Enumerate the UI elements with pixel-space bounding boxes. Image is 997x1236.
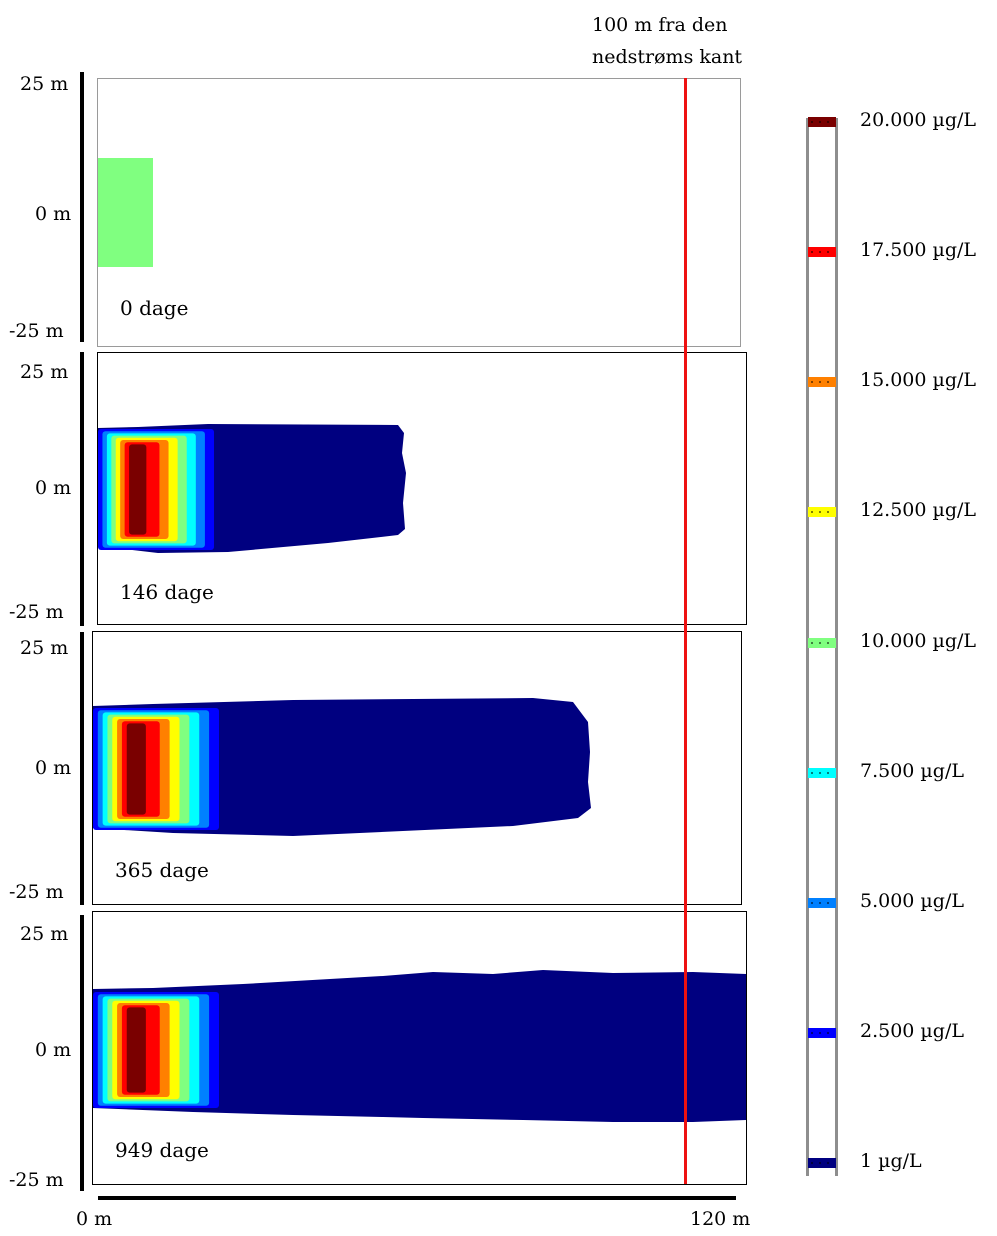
legend-label: 5.000 µg/L — [860, 889, 964, 912]
y-label-bot: -25 m — [9, 881, 64, 903]
y-label-bot: -25 m — [9, 1169, 64, 1191]
day-label: 146 dage — [120, 580, 214, 604]
legend-label: 12.500 µg/L — [860, 499, 977, 522]
panel-146-canvas — [98, 424, 406, 553]
concentration-band — [129, 444, 147, 535]
legend-label: 20.000 µg/L — [860, 109, 977, 131]
panel-0-days: 0 dage — [97, 78, 741, 347]
legend-swatch — [808, 1158, 836, 1168]
source-zone — [98, 158, 153, 267]
legend-label: 7.500 µg/L — [860, 759, 964, 782]
legend-swatch — [808, 247, 836, 258]
y-label-top: 25 m — [20, 637, 69, 659]
panel-0-canvas — [98, 158, 153, 267]
y-axis-bar — [80, 632, 84, 905]
legend-swatch — [808, 897, 836, 908]
legend-swatch — [808, 377, 836, 388]
y-label-mid: 0 m — [35, 477, 72, 499]
y-label-bot: -25 m — [9, 601, 64, 623]
panel-949-days: 949 dage — [92, 911, 747, 1185]
day-label: 0 dage — [120, 296, 189, 320]
day-label: 365 dage — [115, 858, 209, 882]
marker-label-line1: 100 m fra den — [592, 14, 728, 36]
legend-swatch — [808, 637, 836, 648]
y-label-mid: 0 m — [35, 757, 72, 779]
concentration-band — [126, 1007, 146, 1093]
legend-color-bar — [806, 118, 838, 1176]
legend-swatch — [808, 767, 836, 778]
legend-swatch — [808, 507, 836, 518]
y-label-top: 25 m — [20, 361, 69, 383]
legend-label: 2.500 µg/L — [860, 1019, 964, 1042]
plume-1ug — [93, 970, 746, 1122]
y-label-mid: 0 m — [35, 1039, 72, 1061]
y-label-mid: 0 m — [35, 203, 72, 225]
legend-swatch — [808, 117, 836, 127]
marker-line-100m — [684, 78, 687, 1184]
panel-365-canvas — [93, 698, 591, 836]
plume-bands — [93, 992, 219, 1108]
legend-label: 1 µg/L — [860, 1150, 922, 1172]
panel-146-days: 146 dage — [97, 352, 747, 625]
y-axis-bar — [80, 352, 84, 626]
y-label-top: 25 m — [20, 73, 69, 95]
y-label-bot: -25 m — [9, 320, 64, 342]
x-axis-bar — [98, 1196, 736, 1200]
y-label-top: 25 m — [20, 923, 69, 945]
x-label-left: 0 m — [76, 1208, 113, 1230]
marker-label-line2: nedstrøms kant — [592, 46, 743, 68]
panel-365-days: 365 dage — [92, 631, 742, 905]
y-axis-bar — [80, 915, 84, 1191]
plume-bands — [93, 708, 219, 830]
concentration-band — [126, 723, 146, 815]
plume-bands — [98, 429, 214, 550]
panel-949-canvas — [93, 970, 746, 1122]
legend-label: 15.000 µg/L — [860, 369, 977, 392]
y-axis-bar — [80, 72, 84, 342]
day-label: 949 dage — [115, 1138, 209, 1162]
legend-label: 17.500 µg/L — [860, 239, 977, 262]
legend-label: 10.000 µg/L — [860, 629, 977, 652]
legend-swatch — [808, 1027, 836, 1038]
x-label-right: 120 m — [690, 1208, 751, 1230]
